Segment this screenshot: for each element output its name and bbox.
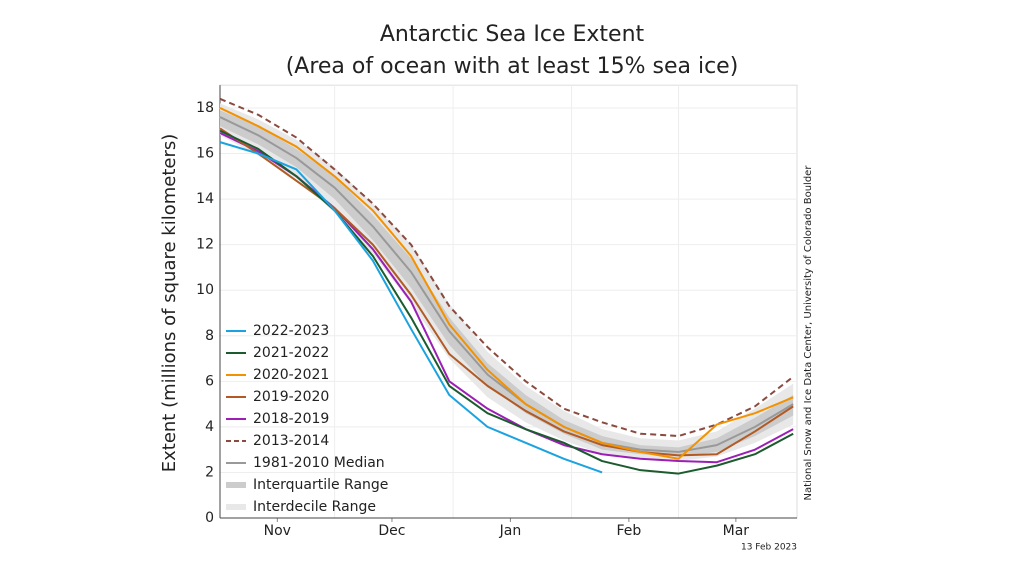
date-note: 13 Feb 2023	[741, 543, 797, 553]
y-tick-label: 4	[205, 419, 214, 435]
chart-subtitle: (Area of ocean with at least 15% sea ice…	[286, 54, 739, 79]
x-tick-label: Dec	[378, 523, 405, 539]
y-tick-label: 18	[196, 100, 214, 116]
credit: National Snow and Ice Data Center, Unive…	[803, 165, 814, 501]
legend-label: 2021-2022	[253, 345, 329, 361]
series-line	[219, 97, 794, 437]
series-line	[219, 107, 794, 460]
legend-label: Interquartile Range	[253, 477, 388, 493]
legend-label: 1981-2010 Median	[253, 455, 385, 471]
x-tick-label: Mar	[723, 523, 750, 539]
legend-label: 2013-2014	[253, 433, 329, 449]
series-line	[219, 141, 603, 474]
y-tick-label: 10	[196, 282, 214, 298]
legend-label: Interdecile Range	[253, 499, 376, 515]
y-tick-label: 8	[205, 328, 214, 344]
y-tick-label: 12	[196, 237, 214, 253]
x-tick-label: Feb	[616, 523, 641, 539]
legend-label: 2019-2020	[253, 389, 329, 405]
y-tick-label: 0	[205, 510, 214, 526]
y-tick-label: 14	[196, 191, 214, 207]
y-tick-label: 2	[205, 464, 214, 480]
y-axis-label: Extent (millions of square kilometers)	[159, 134, 180, 473]
x-tick-label: Jan	[499, 523, 522, 539]
chart-title: Antarctic Sea Ice Extent	[380, 22, 645, 47]
legend-label: 2018-2019	[253, 411, 329, 427]
series-line	[219, 116, 794, 453]
legend-label: 2022-2023	[253, 323, 329, 339]
x-tick-label: Nov	[264, 523, 291, 539]
legend-label: 2020-2021	[253, 367, 329, 383]
series-line	[219, 129, 794, 475]
y-tick-label: 6	[205, 373, 214, 389]
y-tick-label: 16	[196, 146, 214, 162]
